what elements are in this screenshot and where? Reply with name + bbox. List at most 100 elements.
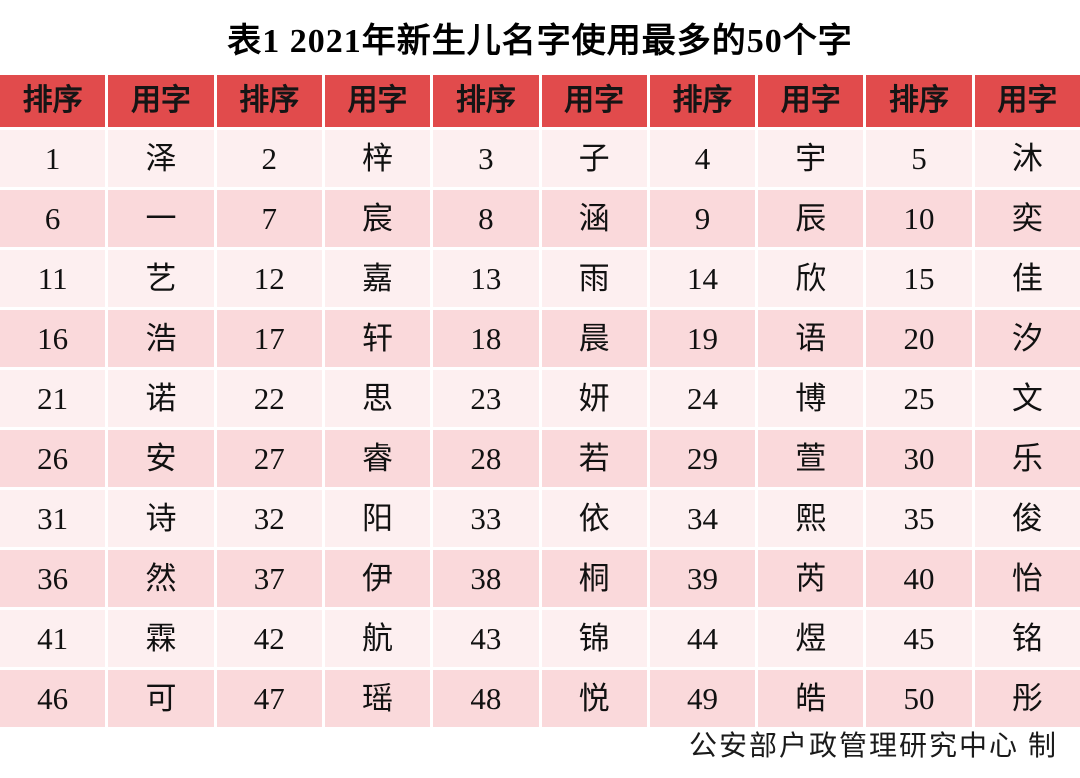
rank-cell: 24 (649, 370, 756, 427)
rank-cell: 27 (216, 430, 322, 487)
char-cell: 浩 (108, 310, 214, 367)
char-cell: 阳 (324, 490, 431, 547)
column-header-rank: 排序 (649, 75, 756, 127)
char-cell: 轩 (324, 310, 431, 367)
rank-cell: 36 (0, 550, 106, 607)
rank-cell: 22 (216, 370, 322, 427)
rank-cell: 34 (649, 490, 756, 547)
char-cell: 怡 (974, 550, 1080, 607)
rank-cell: 15 (866, 250, 972, 307)
rank-cell: 32 (216, 490, 322, 547)
rank-cell: 7 (216, 190, 322, 247)
rank-cell: 14 (649, 250, 756, 307)
rank-cell: 12 (216, 250, 322, 307)
char-cell: 乐 (974, 430, 1080, 487)
rank-cell: 16 (0, 310, 106, 367)
rank-cell: 13 (433, 250, 539, 307)
char-cell: 涵 (541, 190, 647, 247)
char-cell: 悦 (541, 670, 647, 727)
column-header-rank: 排序 (0, 75, 106, 127)
rank-cell: 23 (433, 370, 539, 427)
char-cell: 一 (108, 190, 214, 247)
rank-cell: 21 (0, 370, 106, 427)
char-cell: 俊 (974, 490, 1080, 547)
column-header-char: 用字 (974, 75, 1080, 127)
char-cell: 彤 (974, 670, 1080, 727)
rank-cell: 18 (433, 310, 539, 367)
column-header-rank: 排序 (216, 75, 322, 127)
column-header-char: 用字 (541, 75, 647, 127)
char-cell: 航 (324, 610, 431, 667)
char-cell: 可 (108, 670, 214, 727)
char-cell: 伊 (324, 550, 431, 607)
rank-cell: 20 (866, 310, 972, 367)
column-header-rank: 排序 (866, 75, 972, 127)
rank-cell: 29 (649, 430, 756, 487)
char-cell: 博 (758, 370, 864, 427)
rank-cell: 38 (433, 550, 539, 607)
char-cell: 熙 (758, 490, 864, 547)
rank-cell: 6 (0, 190, 106, 247)
rank-cell: 19 (649, 310, 756, 367)
char-cell: 依 (541, 490, 647, 547)
char-cell: 思 (324, 370, 431, 427)
rank-cell: 42 (216, 610, 322, 667)
rank-cell: 1 (0, 130, 106, 187)
char-cell: 嘉 (324, 250, 431, 307)
char-cell: 皓 (758, 670, 864, 727)
char-cell: 睿 (324, 430, 431, 487)
rank-cell: 39 (649, 550, 756, 607)
char-cell: 桐 (541, 550, 647, 607)
char-cell: 晨 (541, 310, 647, 367)
char-cell: 子 (541, 130, 647, 187)
rank-cell: 5 (866, 130, 972, 187)
char-cell: 锦 (541, 610, 647, 667)
rank-cell: 41 (0, 610, 106, 667)
rank-cell: 33 (433, 490, 539, 547)
rank-cell: 48 (433, 670, 539, 727)
rank-cell: 25 (866, 370, 972, 427)
rank-cell: 43 (433, 610, 539, 667)
column-header-rank: 排序 (433, 75, 539, 127)
char-cell: 然 (108, 550, 214, 607)
char-cell: 文 (974, 370, 1080, 427)
column-header-char: 用字 (108, 75, 214, 127)
source-credit: 公安部户政管理研究中心 制 (688, 731, 1058, 762)
rank-cell: 44 (649, 610, 756, 667)
column-header-char: 用字 (324, 75, 431, 127)
char-cell: 若 (541, 430, 647, 487)
rank-cell: 40 (866, 550, 972, 607)
char-cell: 汐 (974, 310, 1080, 367)
char-cell: 诺 (108, 370, 214, 427)
rank-cell: 28 (433, 430, 539, 487)
char-cell: 艺 (108, 250, 214, 307)
char-cell: 宸 (324, 190, 431, 247)
char-cell: 煜 (758, 610, 864, 667)
rank-cell: 45 (866, 610, 972, 667)
char-cell: 辰 (758, 190, 864, 247)
rank-cell: 26 (0, 430, 106, 487)
rank-cell: 47 (216, 670, 322, 727)
char-cell: 铭 (974, 610, 1080, 667)
char-cell: 语 (758, 310, 864, 367)
char-cell: 泽 (108, 130, 214, 187)
rank-cell: 11 (0, 250, 106, 307)
char-cell: 妍 (541, 370, 647, 427)
rank-cell: 17 (216, 310, 322, 367)
rank-cell: 35 (866, 490, 972, 547)
rank-cell: 8 (433, 190, 539, 247)
char-cell: 萱 (758, 430, 864, 487)
char-cell: 安 (108, 430, 214, 487)
rank-cell: 37 (216, 550, 322, 607)
char-cell: 霖 (108, 610, 214, 667)
char-cell: 芮 (758, 550, 864, 607)
char-cell: 诗 (108, 490, 214, 547)
char-cell: 宇 (758, 130, 864, 187)
rank-cell: 31 (0, 490, 106, 547)
char-cell: 梓 (324, 130, 431, 187)
rank-cell: 46 (0, 670, 106, 727)
rank-cell: 50 (866, 670, 972, 727)
char-cell: 沐 (974, 130, 1080, 187)
rank-cell: 4 (649, 130, 756, 187)
